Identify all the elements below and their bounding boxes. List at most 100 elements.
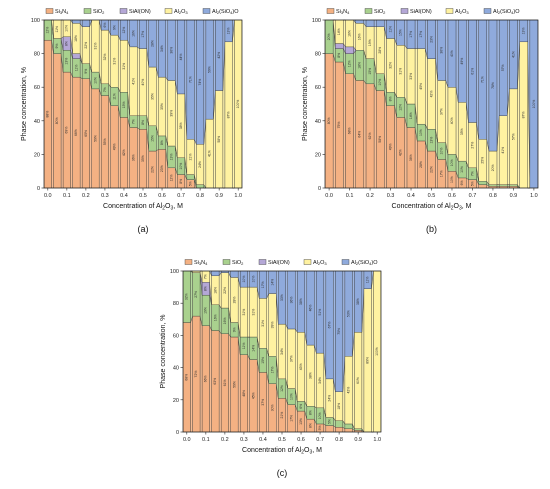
bar-value-label: 12% [46,27,50,34]
bar-segment-SiAlON [345,46,354,54]
bar-value-label: 13% [299,418,303,425]
bar-segment-SiO2 [509,184,518,187]
bar-value-label: 10% [93,77,97,84]
bar-value-label: 37% [289,355,293,362]
bar-value-label: 22% [84,42,88,49]
x-tick-label: 0.1 [63,193,71,199]
bar-value-label: 66% [74,129,78,136]
bar-value-label: 9% [84,69,88,74]
bar-value-label: 69% [65,127,69,134]
bar-segment-SiO2 [344,423,353,429]
legend-label: Al2O3 [313,260,327,266]
bar-value-label: 16% [347,30,351,37]
series-link-Si3N4 [98,88,102,189]
series-link-Al2O3 [117,35,121,93]
series-link-Al2SiO4O [445,19,449,88]
series-link-Al2SiO4O [404,19,408,50]
legend-swatch-Al2SiO4O [202,8,211,14]
series-link-Al2O3 [295,328,298,402]
bar-value-label: 16% [223,318,227,325]
legend: Si3N4 SiO2 SiAl(ON) Al2O3 Al2(SiO4)O [326,8,520,15]
y-tick-label: 80 [173,301,179,307]
y-axis-label: Phase concentration, % [21,67,28,141]
bar-value-label: 14% [270,279,274,286]
bar-value-label: 17% [261,281,265,288]
bar-value-label: 58% [378,136,382,143]
bar-value-label: 35% [150,93,154,100]
series-link-Al2O3 [156,67,159,136]
bar-segment-SiO2 [478,181,487,185]
bar-segment-SiO2 [335,420,343,428]
series-link-Al2SiO4O [476,19,479,140]
series-link-Al2O3 [343,19,346,48]
x-axis-label: Concentration of Al2O3, M [242,447,322,456]
bar-value-label: 10% [251,276,255,283]
series-link-Si3N4 [190,316,193,433]
y-axis-label: Phase concentration, % [302,67,309,141]
y-tick-label: 100 [312,18,321,24]
bar-value-label: 6% [299,404,303,409]
bar-value-label: 37% [261,399,265,406]
series-link-Si3N4 [363,79,367,189]
bar-value-label: 40% [450,117,454,124]
y-tick-label: 40 [173,366,179,372]
bar-segment-Si3N4 [478,184,487,189]
y-tick-label: 20 [34,152,40,158]
bar-value-label: 100% [532,100,536,109]
series-link-Si3N4 [60,53,64,189]
bar-value-label: 10% [318,413,322,420]
bar-value-label: 9% [232,327,236,332]
bar-value-label: 64% [358,131,362,138]
bar-value-label: 41% [208,150,212,157]
series-link-Si3N4 [137,127,140,189]
bar-value-label: 19% [204,307,208,314]
bar-value-label: 10% [65,25,69,32]
bar-value-label: 39% [270,322,274,329]
series-link-Al2O3 [165,76,169,147]
series-link-Al2O3 [404,44,408,105]
bar-value-label: 8% [337,53,341,58]
x-tick-label: 0.7 [316,437,324,443]
plot-area: 88% 12% 80% 9% 11% 69% 13% 8% 10% 66% 11% 18% 65% 9% 2… [43,19,243,189]
bar-value-label: 78% [491,82,495,89]
series-link-Al2O3 [60,19,64,39]
bar-value-label: 36% [409,154,413,161]
bar-value-label: 12% [169,175,173,182]
bar-value-label: 18% [213,287,217,294]
bar-value-label: 9% [55,44,59,49]
bar-value-label: 67% [327,322,331,329]
bar-value-label: 6% [103,23,107,28]
y-tick-label: 20 [173,398,179,404]
bar-value-label: 17% [409,31,413,38]
bar-value-label: 13% [65,58,69,65]
y-tick-label: 60 [315,85,321,91]
bar-value-label: 41% [511,51,515,58]
series-link-Si3N4 [51,40,54,189]
bar-value-label: 20% [327,33,331,40]
series-link-Si3N4 [394,105,397,189]
legend-swatch-Si3N4 [184,259,193,265]
bar-value-label: 16% [358,33,362,40]
y-tick-label: 40 [34,119,40,125]
bar-value-label: 17% [270,367,274,374]
series-link-SiO2 [190,270,193,323]
bar-value-label: 30% [270,404,274,411]
series-link-Al2SiO4O [304,270,308,346]
bar-value-label: 5% [470,181,474,186]
bar-value-label: 10% [179,163,183,170]
series-link-Si3N4 [156,148,159,189]
bar-value-label: 17% [141,31,145,38]
x-tick-label: 0.4 [120,193,128,199]
x-axis-label: Concentration of Al2O3, M [103,203,183,212]
bar-segment-SiO2 [354,428,363,431]
bar-value-label: 33% [409,73,413,80]
bar-value-label: 80% [55,117,59,124]
bar-value-label: 61% [223,379,227,386]
bar-segment-SiO2 [196,184,205,189]
x-tick-label: 1.0 [373,437,381,443]
plot-area: 80% 20% 75% 8% 14% 68% 12% 16% 64% 18% 16% 62% 15% 19… [324,19,539,189]
bar-value-label: 11% [74,65,78,72]
legend-swatch-SiAlON [258,259,267,265]
bar-value-label: 8% [179,179,183,184]
x-tick-label: 0.8 [335,437,343,443]
